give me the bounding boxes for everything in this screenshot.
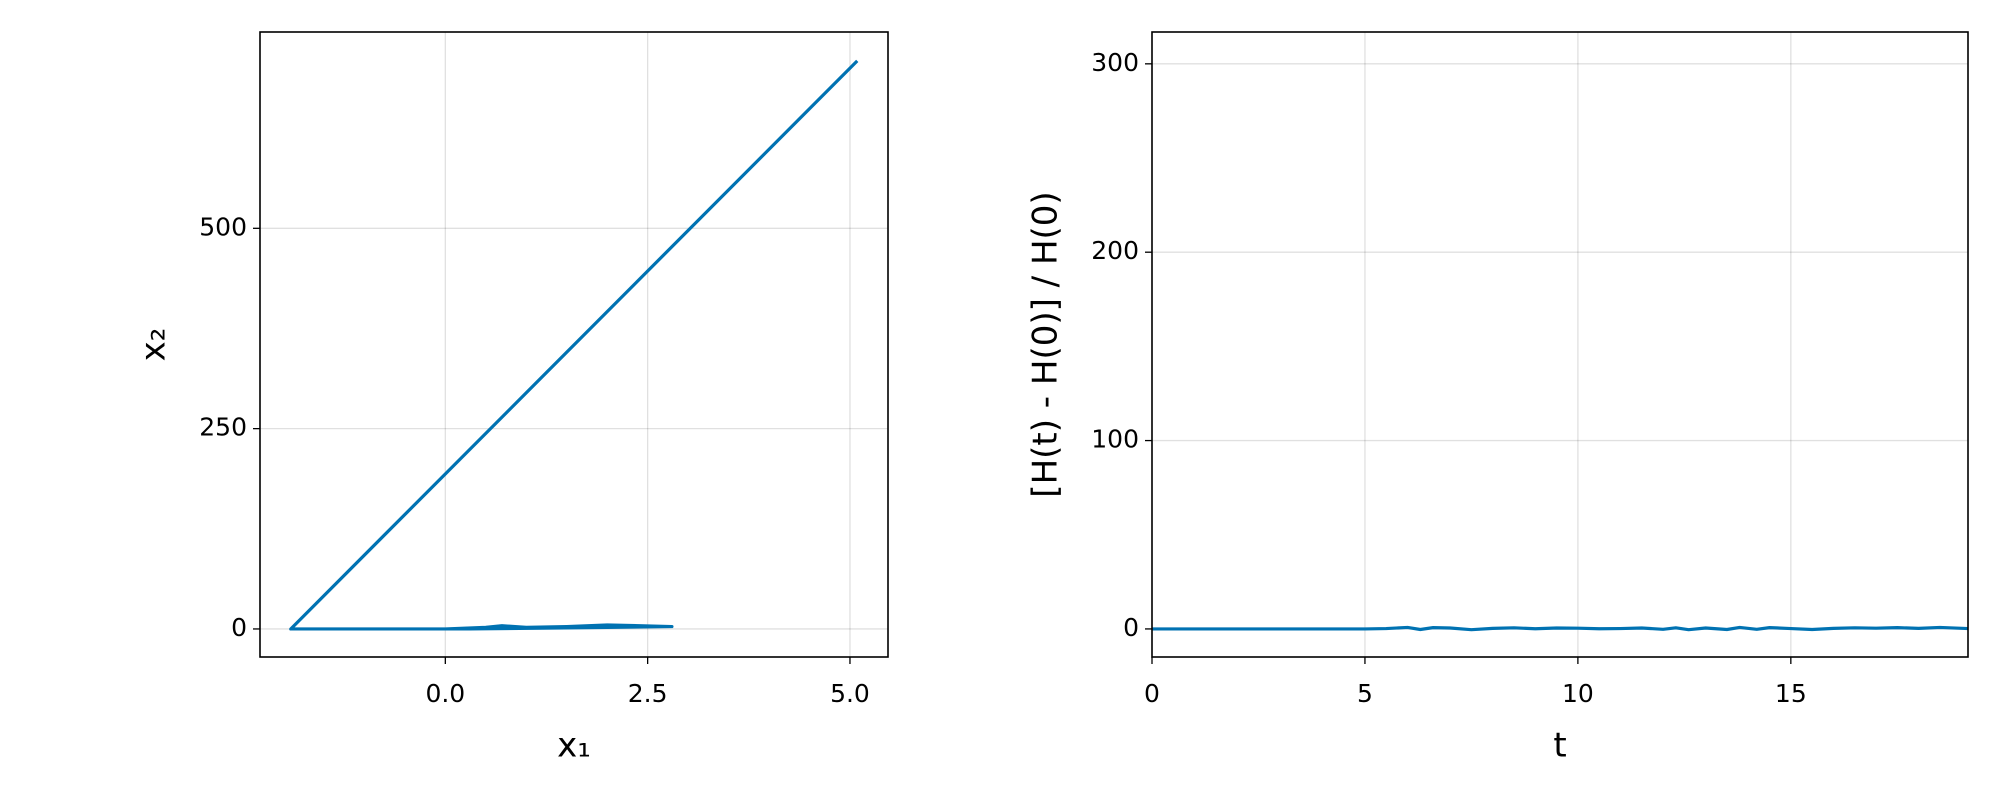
x-axis-title: x₁ <box>557 726 591 766</box>
y-tick-label: 0 <box>1123 613 1139 642</box>
y-tick-label: 200 <box>1091 236 1139 265</box>
data-line <box>289 59 859 631</box>
x-axis-title: t <box>1553 726 1566 766</box>
x-tick-label: 0.0 <box>425 679 465 708</box>
x-tick-label: 10 <box>1562 679 1594 708</box>
y-axis-title: [H(t) - H(0)] / H(0) <box>1026 191 1066 497</box>
x-tick-label: 5.0 <box>830 679 870 708</box>
y-tick-label: 300 <box>1091 48 1139 77</box>
x-tick-label: 15 <box>1775 679 1807 708</box>
plot-frame <box>259 31 889 658</box>
y-tick-label: 250 <box>199 413 247 442</box>
x-tick-label: 0 <box>1144 679 1160 708</box>
data-line <box>1152 625 1968 632</box>
plot-frame <box>1151 31 1969 658</box>
y-tick-label: 500 <box>199 212 247 241</box>
y-axis-title: x₂ <box>134 328 174 362</box>
x-tick-label: 5 <box>1357 679 1373 708</box>
y-tick-label: 100 <box>1091 425 1139 454</box>
y-tick-label: 0 <box>231 613 247 642</box>
x-tick-label: 2.5 <box>628 679 668 708</box>
